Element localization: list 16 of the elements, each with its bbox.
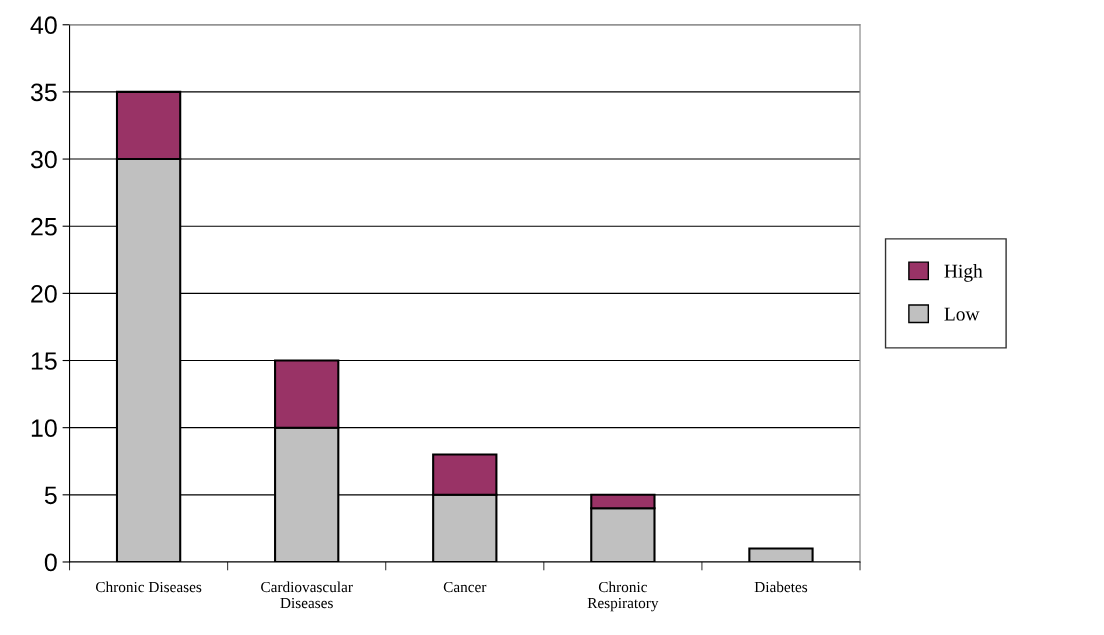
legend-label: Low [944, 307, 980, 321]
y-tick-label: 0 [44, 553, 57, 572]
x-tick-label: Cardiovascular Diseases [261, 581, 353, 609]
legend-label: High [944, 264, 983, 282]
y-tick-label: 20 [31, 284, 57, 303]
y-tick-label: 10 [31, 419, 57, 437]
x-tick-label: Chronic Respiratory [587, 581, 659, 612]
y-tick-label: 25 [31, 217, 57, 236]
x-tick-label: Diabetes [754, 581, 808, 593]
y-tick-label: 15 [31, 352, 57, 370]
y-tick-label: 5 [44, 486, 57, 505]
x-tick-label: Chronic Diseases [95, 581, 202, 593]
y-tick-label: 30 [30, 150, 57, 169]
x-tick-label: Cancer [443, 581, 487, 593]
y-tick-label: 35 [30, 83, 57, 102]
y-tick-label: 40 [30, 16, 57, 35]
